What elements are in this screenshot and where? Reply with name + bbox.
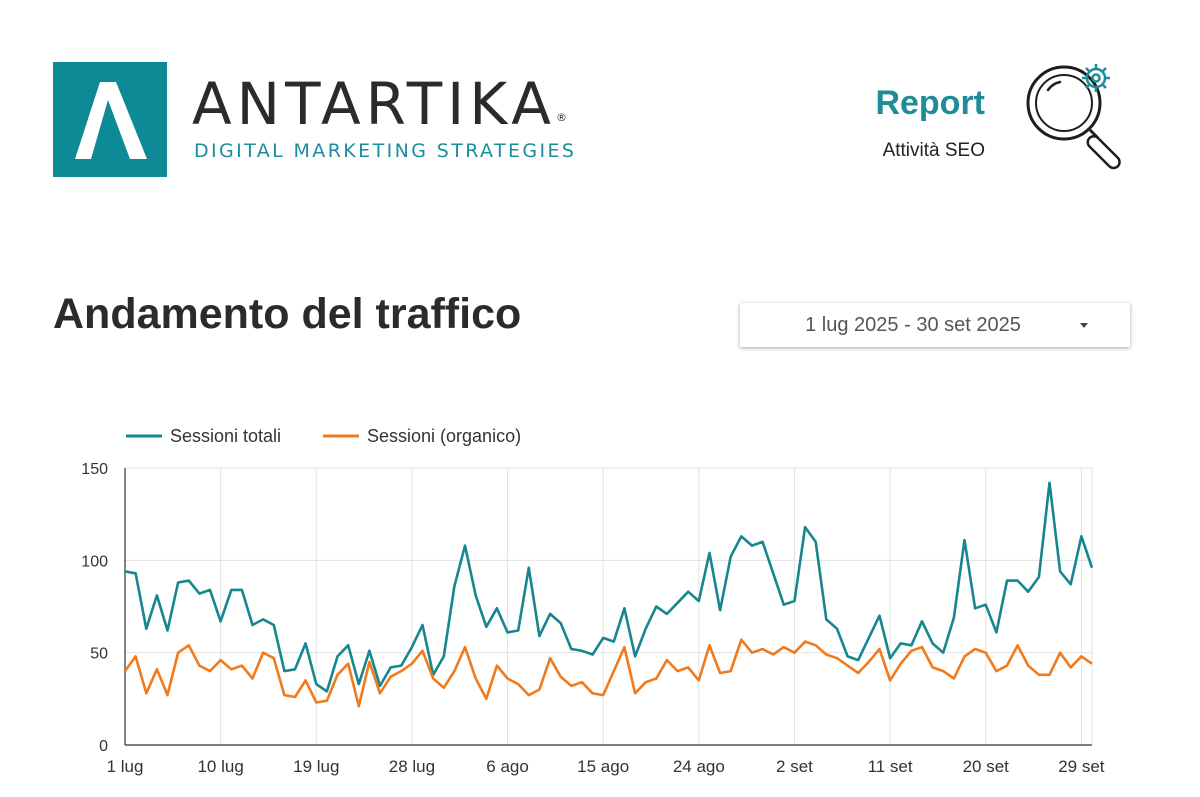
x-tick-label: 6 ago — [486, 757, 529, 776]
magnifier-gear-icon — [1026, 64, 1121, 170]
y-tick-label: 50 — [90, 646, 108, 663]
x-axis: 1 lug 10 lug 19 lug 28 lug 6 ago 15 ago 24 ago… — [107, 744, 1105, 776]
y-tick-label: 100 — [81, 553, 108, 570]
chevron-down-icon[interactable] — [1080, 323, 1088, 328]
y-tick-label: 0 — [99, 738, 108, 755]
series-line-sessioni-totali — [124, 481, 1094, 693]
chart-series — [123, 481, 1094, 708]
chart-legend: Sessioni totali Sessioni (organico) — [126, 426, 521, 446]
x-tick-label: 1 lug — [107, 757, 144, 776]
brand-logo-mark — [53, 62, 167, 177]
date-range-picker[interactable]: 1 lug 2025 - 30 set 2025 — [740, 303, 1130, 347]
brand-name: ANTARTIKA® — [192, 70, 567, 138]
report-title: Report — [875, 84, 985, 122]
series-line-sessioni-organico — [123, 638, 1093, 708]
legend-label: Sessioni totali — [170, 426, 281, 446]
y-tick-label: 150 — [81, 461, 108, 478]
brand-name-text: ANTARTIKA — [192, 70, 556, 138]
x-tick-label: 10 lug — [197, 757, 243, 776]
registered-mark: ® — [555, 111, 567, 124]
legend-label: Sessioni (organico) — [367, 426, 521, 446]
chart-grid — [125, 467, 1093, 745]
x-tick-label: 2 set — [776, 757, 813, 776]
report-subtitle: Attività SEO — [882, 140, 985, 161]
x-tick-label: 29 set — [1058, 757, 1105, 776]
traffic-line-chart: Sessioni totali Sessioni (organico) 0 50 10… — [81, 426, 1105, 776]
x-tick-label: 19 lug — [293, 757, 339, 776]
page-title: Andamento del traffico — [53, 290, 522, 338]
logo-a-icon — [75, 82, 147, 159]
x-tick-label: 28 lug — [389, 757, 435, 776]
brand-tagline: DIGITAL MARKETING STRATEGIES — [194, 140, 577, 162]
x-tick-label: 24 ago — [673, 757, 725, 776]
date-range-label: 1 lug 2025 - 30 set 2025 — [805, 314, 1021, 336]
y-axis: 0 50 100 150 — [81, 461, 126, 755]
x-tick-label: 11 set — [868, 757, 913, 776]
x-tick-label: 15 ago — [577, 757, 629, 776]
x-tick-label: 20 set — [963, 757, 1010, 776]
